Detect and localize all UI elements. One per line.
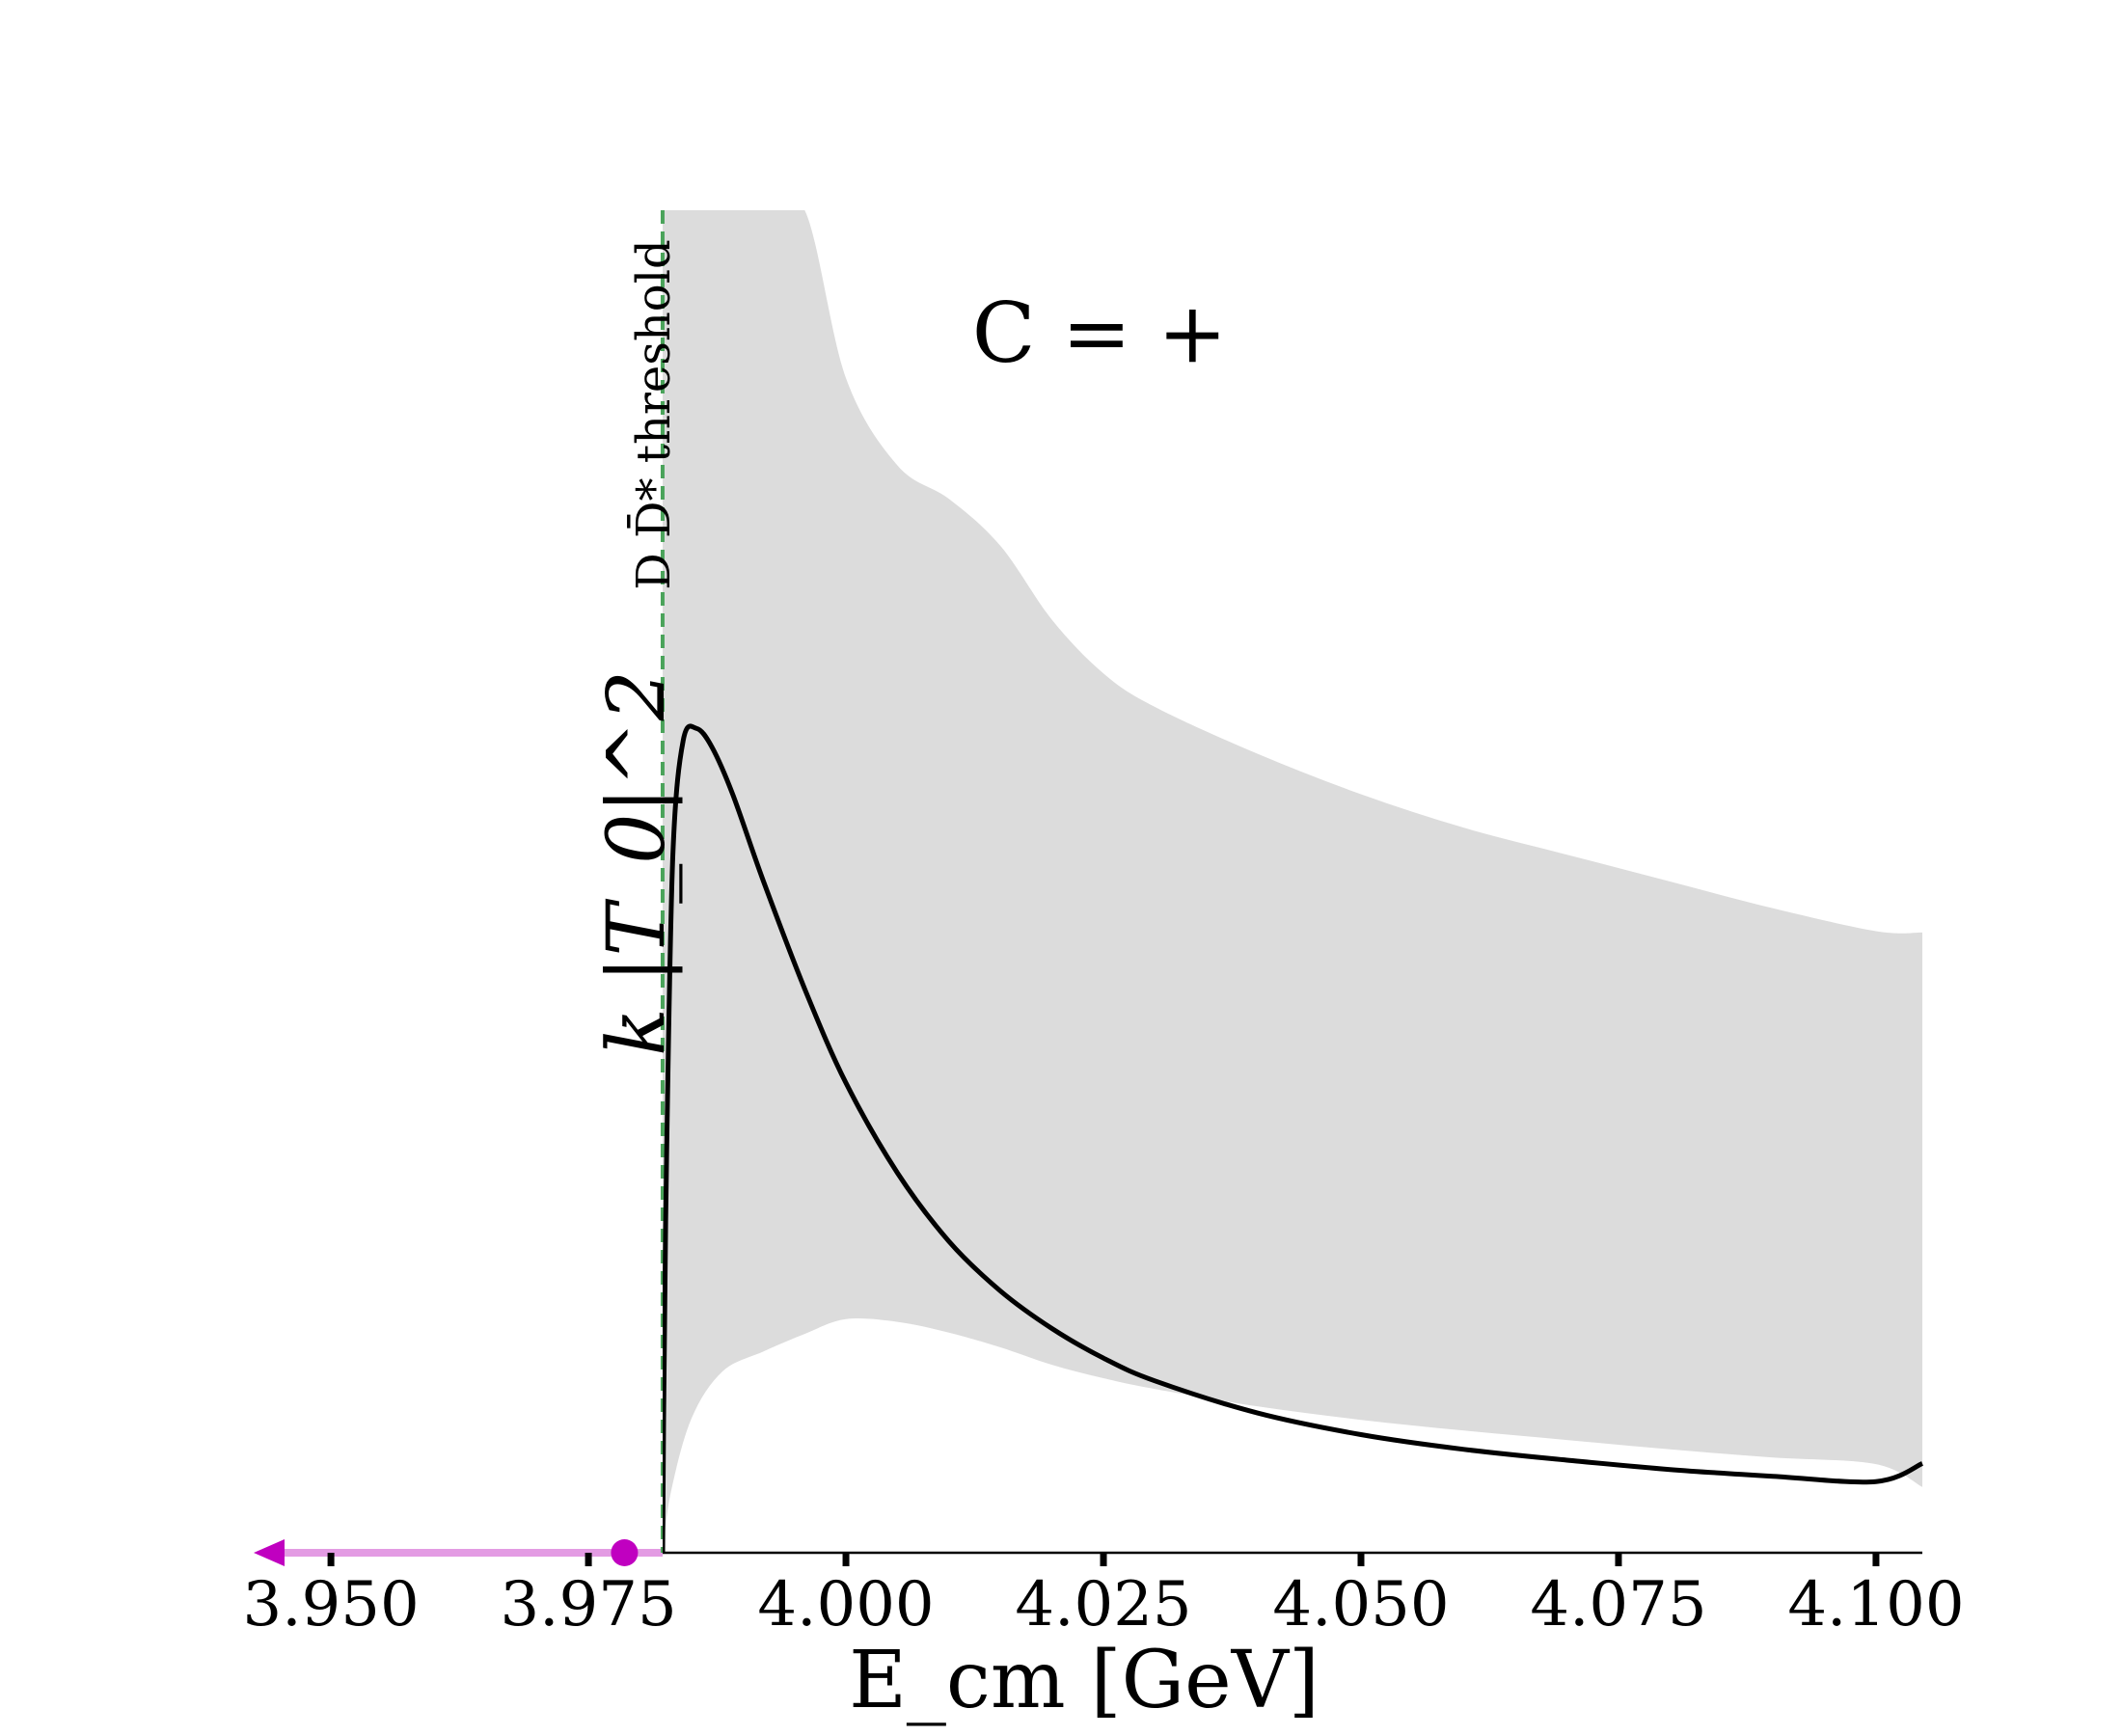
- uncertainty-band: [663, 210, 1922, 1553]
- x-axis-label: E_cm [GeV]: [849, 1635, 1319, 1726]
- x-tick-label: 3.950: [242, 1569, 419, 1641]
- y-axis-label: k |T_0|^2: [591, 670, 683, 1056]
- x-tick-label: 4.100: [1787, 1569, 1964, 1641]
- x-tick-label: 3.975: [500, 1569, 676, 1641]
- central-curve: [662, 723, 1924, 1553]
- x-tick-label: 4.075: [1530, 1569, 1706, 1641]
- threshold-label: D D̄* threshold: [625, 239, 681, 590]
- pole-arrow-icon: [254, 1539, 285, 1566]
- x-tick-label: 4.025: [1015, 1569, 1191, 1641]
- x-tick-label: 4.000: [757, 1569, 934, 1641]
- charge-conjugation-annotation: C = +: [972, 285, 1228, 382]
- x-tick-label: 4.050: [1272, 1569, 1449, 1641]
- pole-marker: [611, 1539, 639, 1566]
